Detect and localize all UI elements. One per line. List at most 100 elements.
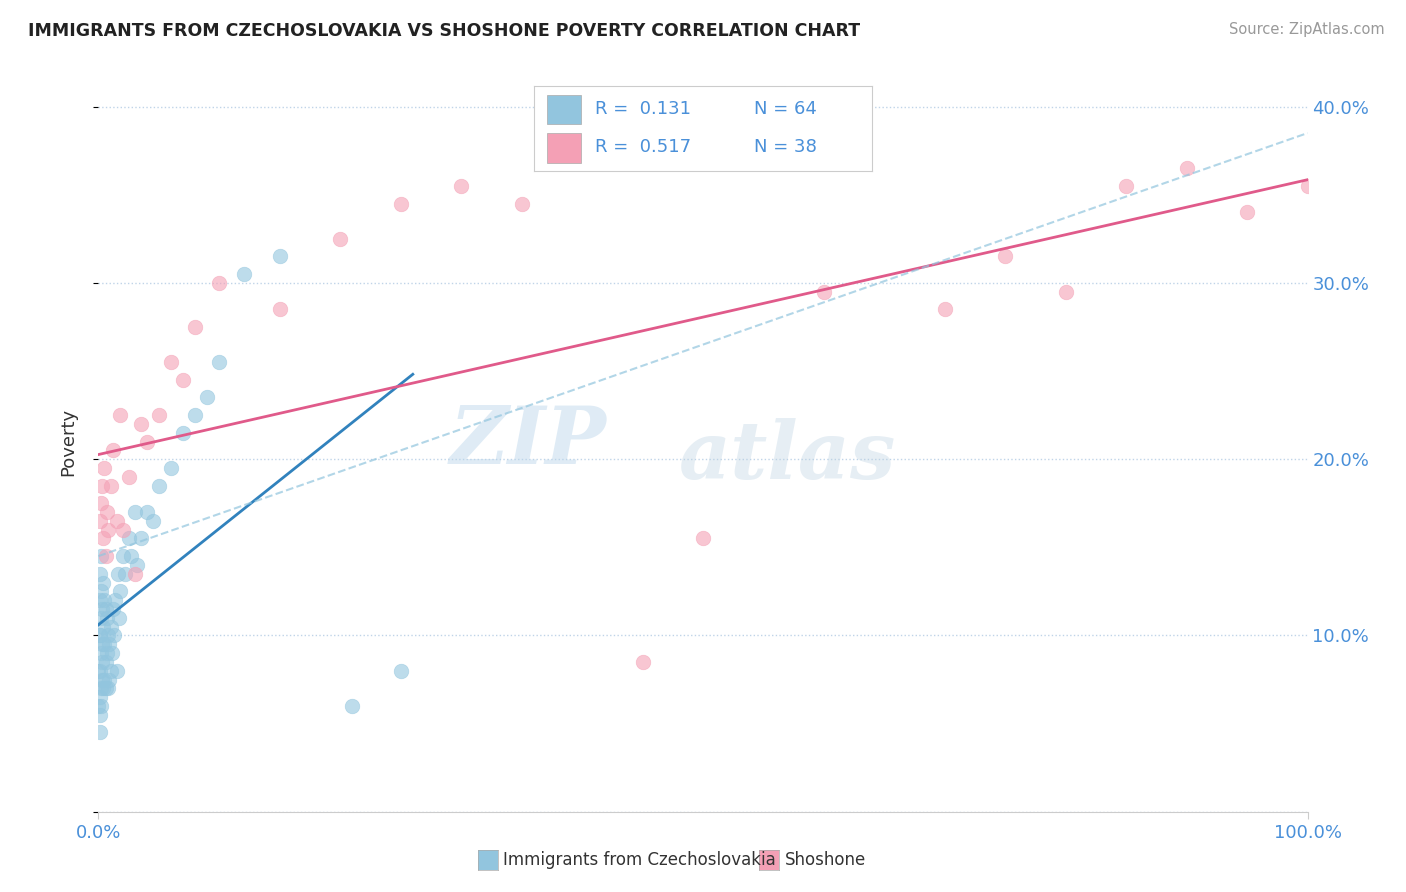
Point (100, 619, 122, 633)
Point (93, 461, 115, 475)
Point (118, 470, 141, 484)
Point (100, 478, 122, 492)
Point (91, 619, 114, 633)
Text: atlas: atlas (679, 417, 896, 495)
Point (91, 673, 114, 687)
Point (101, 443, 124, 458)
Point (94, 655, 117, 669)
Point (87, 664, 110, 678)
Point (89, 664, 111, 678)
Point (129, 417, 152, 431)
Point (450, 178, 472, 193)
Point (94, 549, 117, 563)
Point (269, 250, 291, 264)
Point (89, 628, 111, 642)
Point (108, 611, 131, 625)
Point (97, 628, 120, 642)
Point (91, 655, 114, 669)
Point (108, 584, 131, 599)
Point (90, 496, 112, 510)
Point (96, 611, 118, 625)
Point (329, 232, 352, 246)
Text: Immigrants from Czechoslovakia: Immigrants from Czechoslovakia (503, 851, 776, 869)
Point (111, 523, 134, 537)
Point (91, 532, 114, 546)
Point (96, 505, 118, 519)
Point (97, 523, 120, 537)
Point (342, 698, 364, 713)
Point (94, 602, 117, 616)
Point (105, 664, 128, 678)
Point (631, 655, 654, 669)
Point (107, 566, 129, 581)
Point (89, 628, 111, 642)
Point (934, 302, 956, 317)
Point (208, 276, 231, 290)
Point (90, 611, 112, 625)
Point (108, 408, 131, 422)
Point (124, 505, 146, 519)
Point (101, 602, 124, 616)
Point (111, 549, 134, 563)
Point (127, 558, 149, 572)
Point (89, 725, 111, 739)
Point (389, 664, 412, 678)
Point (100, 646, 122, 660)
Point (160, 355, 183, 369)
Point (172, 373, 194, 387)
Point (148, 408, 170, 422)
Point (208, 355, 231, 369)
Point (93, 673, 115, 687)
Point (142, 514, 165, 528)
Point (90, 698, 112, 713)
Point (148, 478, 170, 492)
Point (389, 196, 412, 211)
Point (94, 681, 117, 696)
Point (90, 681, 112, 696)
Point (93, 593, 115, 607)
Point (135, 505, 157, 519)
Point (104, 593, 127, 607)
Point (98, 637, 121, 651)
Point (98, 673, 121, 687)
Point (90, 646, 112, 660)
Point (510, 196, 533, 211)
Point (91, 478, 114, 492)
Point (124, 566, 146, 581)
Point (89, 514, 111, 528)
Point (89, 690, 111, 705)
Point (91, 602, 114, 616)
Text: ZIP: ZIP (450, 403, 606, 480)
Point (813, 285, 835, 299)
Point (93, 637, 115, 651)
Text: Shoshone: Shoshone (785, 851, 866, 869)
Point (1054, 285, 1077, 299)
Text: Source: ZipAtlas.com: Source: ZipAtlas.com (1229, 22, 1385, 37)
Point (91, 681, 114, 696)
Point (96, 646, 118, 660)
Point (135, 434, 157, 449)
Point (184, 320, 207, 334)
Point (89, 593, 111, 607)
Point (89, 566, 111, 581)
Point (172, 425, 194, 440)
Point (692, 532, 714, 546)
Point (232, 267, 254, 281)
Point (105, 514, 128, 528)
Point (1296, 178, 1319, 193)
Point (1236, 205, 1258, 219)
Point (195, 391, 218, 405)
Point (571, 144, 593, 158)
Point (89, 707, 111, 722)
Point (269, 302, 291, 317)
Text: IMMIGRANTS FROM CZECHOSLOVAKIA VS SHOSHONE POVERTY CORRELATION CHART: IMMIGRANTS FROM CZECHOSLOVAKIA VS SHOSHO… (28, 22, 860, 40)
Point (87, 698, 110, 713)
Point (91, 637, 114, 651)
Point (994, 250, 1017, 264)
Point (160, 461, 183, 475)
Point (129, 532, 152, 546)
Point (103, 628, 125, 642)
Point (90, 584, 112, 599)
Point (90, 549, 112, 563)
Point (114, 566, 136, 581)
